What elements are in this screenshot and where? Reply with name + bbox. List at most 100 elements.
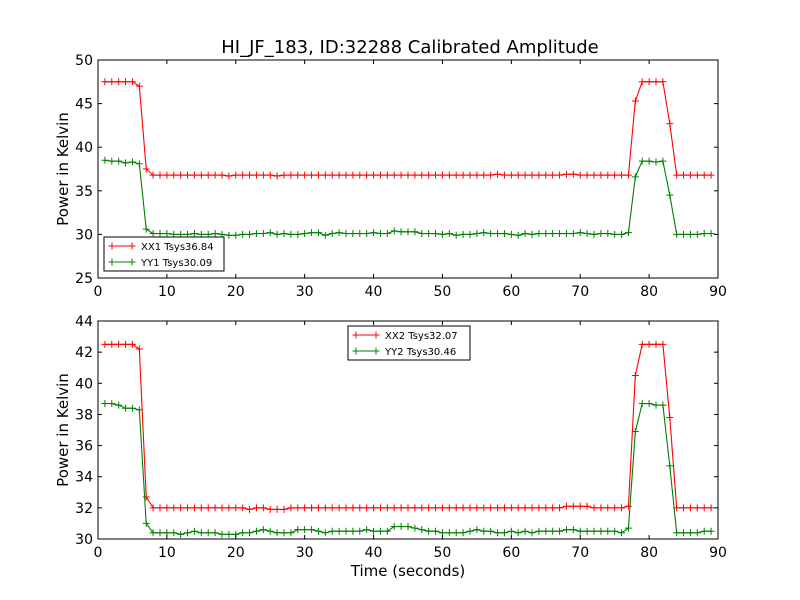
- data-point: [383, 527, 391, 535]
- data-point: [666, 462, 674, 470]
- data-point: [576, 171, 584, 179]
- data-point: [356, 171, 364, 179]
- data-point: [452, 171, 460, 179]
- data-point: [287, 230, 295, 238]
- data-point: [101, 400, 109, 408]
- y-tick-label: 32: [75, 501, 93, 517]
- data-point: [604, 504, 612, 512]
- data-point: [101, 78, 109, 86]
- data-point: [218, 530, 226, 538]
- data-point: [452, 529, 460, 537]
- data-point: [680, 529, 688, 537]
- top-panel: 0 10 20 30 40 50 60 70 80 90 25 30 35 40 45 50 Power in …: [54, 53, 727, 300]
- data-point: [521, 230, 529, 238]
- data-point: [170, 504, 178, 512]
- legend-marker: [372, 331, 380, 339]
- data-point: [494, 504, 502, 512]
- data-point: [659, 340, 667, 348]
- data-point: [335, 504, 343, 512]
- data-point: [308, 526, 316, 534]
- x-tick-label: 70: [571, 545, 589, 561]
- data-point: [349, 230, 357, 238]
- data-point: [556, 230, 564, 238]
- data-point: [418, 230, 426, 238]
- data-point: [328, 230, 336, 238]
- data-point: [631, 97, 639, 105]
- data-point: [177, 530, 185, 538]
- series-markers-2: [101, 400, 715, 538]
- data-point: [624, 502, 632, 510]
- data-point: [383, 230, 391, 238]
- data-point: [569, 230, 577, 238]
- data-point: [411, 504, 419, 512]
- data-point: [693, 230, 701, 238]
- data-point: [707, 230, 715, 238]
- data-point: [432, 171, 440, 179]
- data-point: [197, 171, 205, 179]
- data-point: [473, 526, 481, 534]
- y-axis-label: Power in Kelvin: [54, 373, 72, 487]
- data-point: [335, 171, 343, 179]
- data-point: [225, 530, 233, 538]
- data-point: [618, 230, 626, 238]
- y-tick-label: 44: [75, 314, 93, 330]
- y-tick-label: 50: [75, 53, 93, 69]
- data-point: [294, 504, 302, 512]
- data-point: [445, 230, 453, 238]
- data-point: [680, 230, 688, 238]
- data-point: [590, 230, 598, 238]
- data-point: [659, 401, 667, 409]
- data-point: [363, 171, 371, 179]
- data-point: [466, 504, 474, 512]
- data-point: [611, 504, 619, 512]
- data-point: [115, 78, 123, 86]
- data-point: [556, 504, 564, 512]
- data-point: [659, 157, 667, 165]
- x-tick-label: 80: [640, 545, 658, 561]
- data-point: [156, 171, 164, 179]
- data-point: [142, 165, 150, 173]
- data-point: [507, 527, 515, 535]
- data-point: [535, 504, 543, 512]
- data-point: [252, 171, 260, 179]
- data-point: [128, 78, 136, 86]
- data-point: [149, 529, 157, 537]
- data-point: [370, 527, 378, 535]
- data-point: [590, 171, 598, 179]
- data-point: [432, 504, 440, 512]
- data-point: [494, 529, 502, 537]
- data-point: [686, 171, 694, 179]
- x-tick-label: 30: [296, 545, 314, 561]
- data-point: [645, 78, 653, 86]
- data-point: [397, 523, 405, 531]
- data-point: [569, 502, 577, 510]
- data-point: [101, 340, 109, 348]
- y-tick-label: 42: [75, 345, 93, 361]
- data-point: [204, 171, 212, 179]
- data-point: [673, 171, 681, 179]
- data-point: [252, 504, 260, 512]
- data-point: [225, 172, 233, 180]
- data-point: [156, 529, 164, 537]
- data-point: [597, 504, 605, 512]
- data-point: [266, 505, 274, 513]
- data-point: [135, 82, 143, 90]
- data-point: [349, 527, 357, 535]
- data-point: [452, 504, 460, 512]
- data-point: [562, 230, 570, 238]
- data-point: [246, 505, 254, 513]
- data-point: [266, 171, 274, 179]
- x-tick-label: 30: [296, 284, 314, 300]
- y-tick-label: 30: [75, 532, 93, 548]
- data-point: [514, 504, 522, 512]
- series-line-2: [104, 402, 712, 535]
- legend-box: [347, 325, 471, 361]
- y-tick-label: 38: [75, 407, 93, 423]
- data-point: [370, 229, 378, 237]
- data-point: [500, 529, 508, 537]
- x-tick-label: 50: [434, 284, 452, 300]
- data-point: [618, 529, 626, 537]
- data-point: [128, 340, 136, 348]
- x-tick-label: 70: [571, 284, 589, 300]
- legend: XX2 Tsys32.07 YY2 Tsys30.46: [347, 325, 471, 361]
